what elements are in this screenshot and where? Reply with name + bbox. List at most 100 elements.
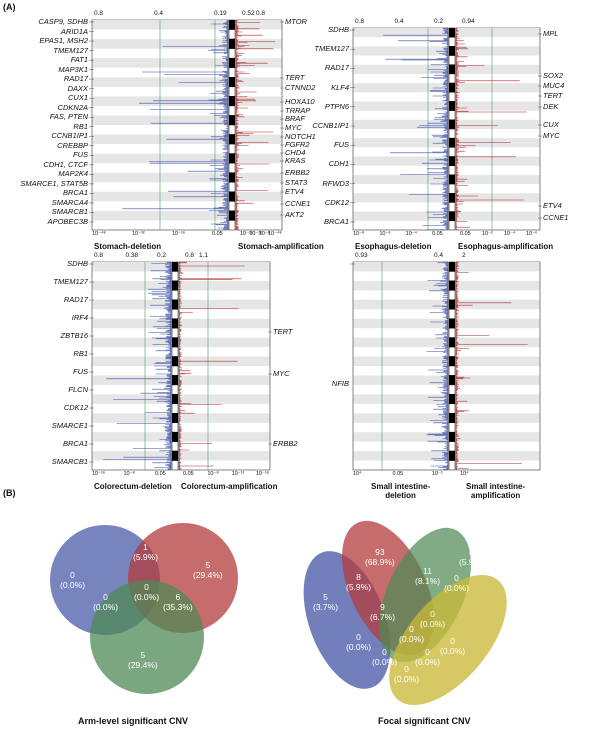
esophagus-band-del [353, 101, 448, 111]
arm-region-stomach-esophagus-percent: (35.3%) [163, 601, 193, 612]
esophagus-amplification-title: Esophagus-amplification [458, 242, 554, 251]
esophagus-top-del-tick: 0.2 [434, 18, 444, 25]
colorectum-gene-label-left: CDK12 [63, 403, 88, 412]
stomach-gene-label-left: CDKN2A [57, 102, 88, 112]
stomach-gene-label-left: ARID1A [60, 26, 88, 36]
esophagus-chromosome [448, 174, 456, 185]
small_intestine-band-amp [456, 262, 540, 272]
stomach-bottom-del-tick: 10⁻¹⁶ [172, 231, 186, 237]
small_intestine-chromosome [448, 403, 456, 414]
esophagus-bottom-del-tick: 10⁻⁴ [405, 231, 418, 237]
colorectum-band-del [92, 413, 171, 423]
small_intestine-bottom-del-tick: 10⁻¹ [432, 471, 443, 477]
stomach-top-amp-tick: 0.52 [242, 10, 255, 17]
stomach-gene-label-left: FAT1 [70, 55, 88, 65]
colorectum-gene-label-left: TMEM127 [53, 277, 88, 286]
small_intestine-plot [350, 261, 541, 471]
stomach-gene-label-left: CDH1, CTCF [43, 159, 88, 169]
colorectum-chromosome [171, 403, 179, 414]
focal-region-stomach: 93 (68.9%) [365, 547, 395, 568]
colorectum-chromosome [171, 394, 179, 405]
arm-region-colorectum-esophagus-count: 0 [103, 592, 108, 602]
colorectum-band-amp [179, 394, 270, 404]
esophagus-deletion-title: Esophagus-deletion [355, 242, 432, 251]
small_intestine-band-del [353, 432, 448, 442]
small_intestine-band-del [353, 394, 448, 404]
focal-region-esophagus-percent: (5.9%) [459, 556, 485, 567]
focal-region-stomach-intestine-percent: (0.0%) [415, 656, 441, 667]
esophagus-bottom-del-tick: 10⁻⁶ [379, 231, 391, 237]
stomach-band-amp [236, 153, 282, 164]
esophagus-gene-label-left: CDH1 [328, 159, 349, 169]
focal-region-small-intestine-count: 1 [516, 595, 521, 605]
small_intestine-chromosome [448, 431, 456, 442]
stomach-gene-label-left: CUX1 [67, 93, 88, 103]
colorectum-gene-label-left: BRCA1 [62, 439, 88, 448]
small_intestine-band-del [353, 318, 448, 329]
colorectum-plot [89, 261, 272, 471]
stomach-band-amp [236, 210, 282, 221]
small_intestine-chromosome [448, 299, 456, 310]
colorectum-deletion-title: Colorectum-deletion [94, 482, 172, 491]
small_intestine-band-amp [456, 337, 540, 348]
small_intestine-band-del [353, 337, 448, 348]
colorectum-band-amp [179, 262, 270, 272]
small_intestine-chromosome [448, 413, 456, 423]
esophagus-band-del [353, 193, 448, 203]
stomach-chromosome [228, 220, 236, 231]
esophagus-band-amp [456, 83, 540, 93]
colorectum-chromosome [171, 327, 179, 338]
small_intestine-chromosome [448, 261, 456, 272]
colorectum-bottom-amp-tick: 0.05 [183, 471, 194, 477]
esophagus-gene-label-left: BRCA1 [323, 217, 349, 226]
esophagus-chromosome [448, 183, 456, 194]
esophagus-plot [350, 27, 542, 231]
focal-region-colorectum-esophagus-percent: (0.0%) [346, 641, 372, 652]
stomach-chromosome [228, 201, 236, 212]
stomach-gene-label-left: CCNB1IP1 [51, 131, 88, 141]
small_intestine-chromosome [448, 394, 456, 405]
stomach-band-amp [236, 96, 282, 106]
small_intestine-bottom-amp-tick: 10⁴ [460, 471, 469, 477]
small_intestine-band-del [353, 413, 448, 423]
esophagus-chromosome [448, 156, 456, 166]
stomach-gene-label-left: EPAS1, MSH2 [39, 36, 88, 46]
small_intestine-chromosome [448, 356, 456, 367]
focal-region-colorectum-intestine-count: 0 [404, 664, 409, 674]
colorectum-chromosome [171, 431, 179, 442]
stomach-gene-label-right: NOTCH1 [285, 132, 316, 141]
small_intestine-chromosome [448, 280, 456, 291]
stomach-bottom-amp-tick: 10⁻¹⁶ [249, 231, 263, 237]
arm-venn-title: Arm-level significant CNV [78, 716, 189, 726]
esophagus-chromosome [448, 55, 456, 65]
arm-region-colorectum-esophagus: 0 (0.0%) [93, 592, 118, 613]
colorectum-chromosome [171, 375, 179, 386]
colorectum-amplification-trace [179, 261, 245, 470]
arm-region-stomach-percent: (29.4%) [193, 569, 223, 580]
stomach-gene-label-right: CTNND2 [285, 83, 316, 92]
focal-region-all-count: 0 [409, 624, 414, 634]
esophagus-top-amp-tick: 0.94 [462, 18, 475, 25]
stomach-gene-label-left: APOBEC3B [47, 217, 88, 226]
small_intestine-band-amp [456, 356, 540, 366]
colorectum-bottom-amp-tick: 10⁻¹² [231, 471, 245, 477]
small_intestine-chromosome [448, 346, 456, 357]
stomach-gene-label-left: FAS, PTEN [49, 112, 88, 122]
panel-b-label: (B) [3, 488, 16, 498]
esophagus-bottom-amp-tick: 10⁻² [482, 231, 493, 237]
stomach-amplification-trace [236, 20, 276, 230]
stomach-chromosome [228, 48, 236, 59]
small_intestine-chromosome [448, 271, 456, 282]
focal-region-all: 0 (0.0%) [399, 624, 424, 645]
colorectum-band-del [92, 394, 171, 404]
esophagus-deletion-trace [383, 27, 448, 230]
stomach-chromosome [228, 29, 236, 40]
esophagus-bottom-amp-tick: 10⁻⁶ [526, 231, 538, 237]
small_intestine-band-amp [456, 318, 540, 329]
stomach-band-amp [236, 172, 282, 183]
stomach-bottom-amp-tick: 10⁻²⁶ [240, 231, 254, 237]
small_intestine-chromosome [448, 450, 456, 461]
esophagus-band-amp [456, 174, 540, 185]
stomach-band-amp [236, 20, 282, 30]
stomach-gene-label-right: HOXA10 [285, 97, 315, 106]
